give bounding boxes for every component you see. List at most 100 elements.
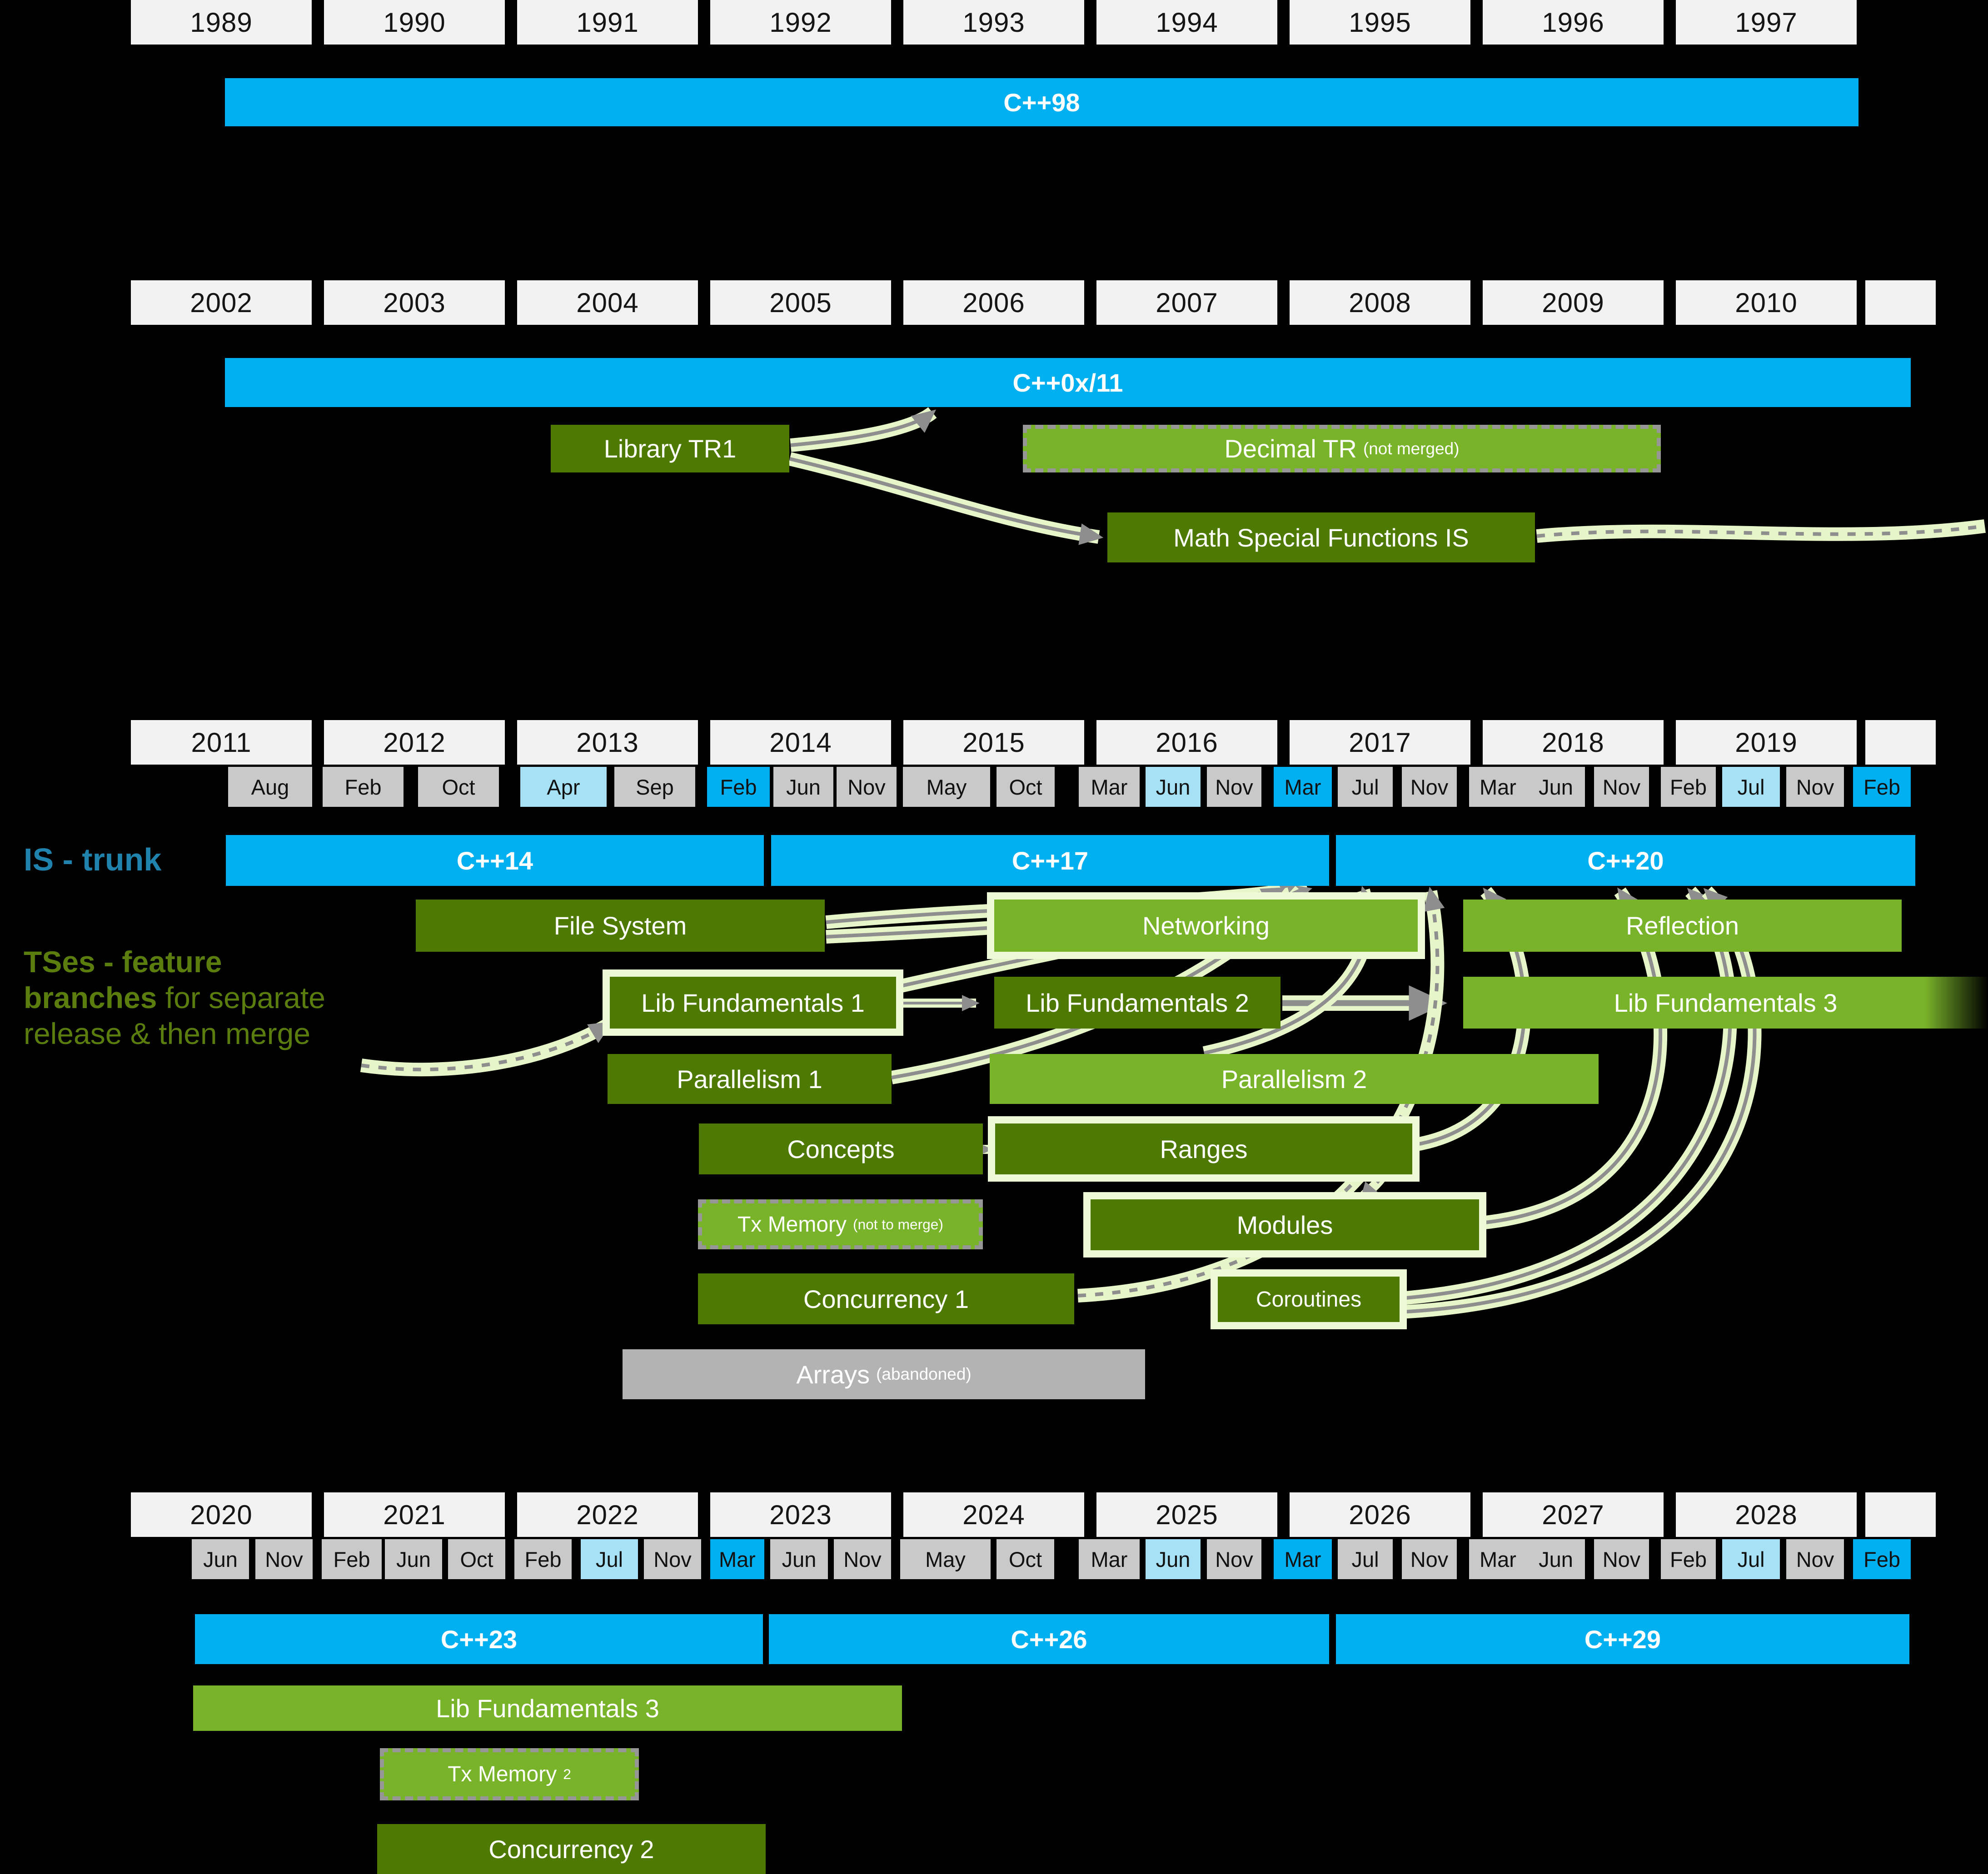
ts-box-label: Decimal TR <box>1224 434 1357 463</box>
month-row4-3-jun: Jun <box>385 1539 442 1579</box>
month-row4-20-jun: Jun <box>1527 1539 1585 1579</box>
is-bar-cpp17: C++17 <box>771 835 1329 886</box>
ts-box-concurrency-1: Concurrency 1 <box>698 1273 1074 1324</box>
year-row1-1996: 1996 <box>1483 0 1664 45</box>
year-row3-2014: 2014 <box>710 720 891 765</box>
month-row3-19-feb: Feb <box>1661 767 1716 807</box>
year-row4-2028: 2028 <box>1676 1492 1857 1537</box>
month-row4-1-nov: Nov <box>255 1539 313 1579</box>
year-row4-2024: 2024 <box>903 1492 1084 1537</box>
tses-feature-branches-note: TSes - feature branches for separate rel… <box>24 944 351 1052</box>
month-row4-21-nov: Nov <box>1594 1539 1649 1579</box>
month-row4-6-jul: Jul <box>581 1539 638 1579</box>
month-row4-18-nov: Nov <box>1402 1539 1457 1579</box>
ts-box-label: Concepts <box>787 1134 895 1163</box>
year-row3-2011: 2011 <box>131 720 312 765</box>
ts-box-label: Lib Fundamentals 3 <box>436 1694 659 1723</box>
year-row4-2025: 2025 <box>1096 1492 1277 1537</box>
month-row3-17-jun: Jun <box>1527 767 1585 807</box>
month-row3-15-nov: Nov <box>1402 767 1457 807</box>
year-row3-2018: 2018 <box>1483 720 1664 765</box>
month-row3-8-may: May <box>903 767 990 807</box>
month-row3-12-nov: Nov <box>1207 767 1261 807</box>
month-row3-1-feb: Feb <box>323 767 404 807</box>
year-row2-2010: 2010 <box>1676 280 1857 325</box>
ts-box-library-tr1: Library TR1 <box>551 425 789 472</box>
month-row3-13-mar: Mar <box>1274 767 1332 807</box>
month-row3-11-jun: Jun <box>1146 767 1201 807</box>
is-trunk-label: IS - trunk <box>24 842 162 877</box>
ts-box-coroutines: Coroutines <box>1218 1277 1400 1322</box>
month-row4-2-feb: Feb <box>322 1539 382 1579</box>
month-row3-5-feb: Feb <box>707 767 770 807</box>
month-row4-5-feb: Feb <box>514 1539 572 1579</box>
month-row3-7-nov: Nov <box>837 767 897 807</box>
month-row4-19-mar: Mar <box>1469 1539 1527 1579</box>
is-bar-cpp26: C++26 <box>769 1614 1329 1664</box>
ts-box-lib-fund-3: Lib Fundamentals 3 <box>1463 977 1988 1029</box>
year-row1-1991: 1991 <box>517 0 698 45</box>
ts-box-label: Parallelism 1 <box>677 1064 822 1094</box>
year-row4-2021: 2021 <box>324 1492 505 1537</box>
ts-box-label: Ranges <box>1160 1134 1248 1163</box>
month-row4-11-may: May <box>900 1539 991 1579</box>
month-row4-23-jul: Jul <box>1722 1539 1780 1579</box>
month-row3-14-jul: Jul <box>1338 767 1393 807</box>
tses-note-bold: TSes - feature branches <box>24 945 222 1015</box>
ts-box-label: Concurrency 2 <box>488 1834 654 1864</box>
month-row3-4-sep: Sep <box>614 767 695 807</box>
is-bar-cpp14: C++14 <box>226 835 764 886</box>
month-row4-25-feb: Feb <box>1853 1539 1911 1579</box>
month-row4-9-jun: Jun <box>770 1539 828 1579</box>
is-bar-cpp29: C++29 <box>1336 1614 1909 1664</box>
ts-box-label: Tx Memory <box>737 1212 847 1237</box>
month-row4-13-mar: Mar <box>1079 1539 1140 1579</box>
ts-box-concepts: Concepts <box>699 1123 983 1174</box>
year-row2-2007: 2007 <box>1096 280 1277 325</box>
ts-box-label: Coroutines <box>1256 1287 1362 1312</box>
ts-box-label: Reflection <box>1625 911 1739 940</box>
month-row4-12-oct: Oct <box>996 1539 1054 1579</box>
merge-arrow-note-to-libfund1 <box>360 1018 613 1077</box>
year-row4-2026: 2026 <box>1290 1492 1470 1537</box>
ts-box-label: Networking <box>1142 911 1270 940</box>
ts-box-arrays: Arrays (abandoned) <box>623 1349 1145 1399</box>
year-row2-2008: 2008 <box>1290 280 1470 325</box>
month-row3-6-jun: Jun <box>773 767 833 807</box>
month-row4-14-jun: Jun <box>1146 1539 1201 1579</box>
ts-box-math-sfi: Math Special Functions IS <box>1107 512 1535 562</box>
month-row4-16-mar: Mar <box>1274 1539 1332 1579</box>
month-row4-22-feb: Feb <box>1661 1539 1716 1579</box>
year-row2-2003: 2003 <box>324 280 505 325</box>
year-row1-1997: 1997 <box>1676 0 1857 45</box>
ts-box-label: Arrays <box>796 1360 870 1389</box>
year-row3-2015: 2015 <box>903 720 1084 765</box>
merge-arrow-libtr1-to-cpp11 <box>790 407 937 452</box>
ts-box-label: Modules <box>1236 1210 1333 1239</box>
month-row3-16-mar: Mar <box>1469 767 1527 807</box>
ts-box-tx-memory-1: Tx Memory (not to merge) <box>698 1199 983 1249</box>
month-row3-9-oct: Oct <box>996 767 1055 807</box>
month-row4-10-nov: Nov <box>834 1539 891 1579</box>
tses-note-rest: for separate release & then merge <box>24 981 326 1051</box>
ts-box-label: Math Special Functions IS <box>1173 523 1469 552</box>
year-row2-2004: 2004 <box>517 280 698 325</box>
ts-box-tx-memory-2: Tx Memory 2 <box>380 1748 639 1800</box>
year-row3-2013: 2013 <box>517 720 698 765</box>
year-row4-2023: 2023 <box>710 1492 891 1537</box>
ts-box-label: Tx Memory <box>448 1762 557 1786</box>
month-row3-2-oct: Oct <box>418 767 499 807</box>
month-row3-20-jul: Jul <box>1722 767 1780 807</box>
month-row3-22-feb: Feb <box>1853 767 1911 807</box>
ts-box-reflection: Reflection <box>1463 900 1902 952</box>
month-row3-21-nov: Nov <box>1786 767 1844 807</box>
ts-box-concurrency-2: Concurrency 2 <box>377 1824 766 1874</box>
month-row3-10-mar: Mar <box>1079 767 1140 807</box>
month-row3-18-nov: Nov <box>1594 767 1649 807</box>
year-row2-partial <box>1865 280 1936 325</box>
year-row1-1993: 1993 <box>903 0 1084 45</box>
year-row3-2016: 2016 <box>1096 720 1277 765</box>
year-row1-1989: 1989 <box>131 0 312 45</box>
ts-box-lib-fund-3-bottom: Lib Fundamentals 3 <box>193 1685 902 1731</box>
ts-box-networking: Networking <box>994 900 1418 952</box>
